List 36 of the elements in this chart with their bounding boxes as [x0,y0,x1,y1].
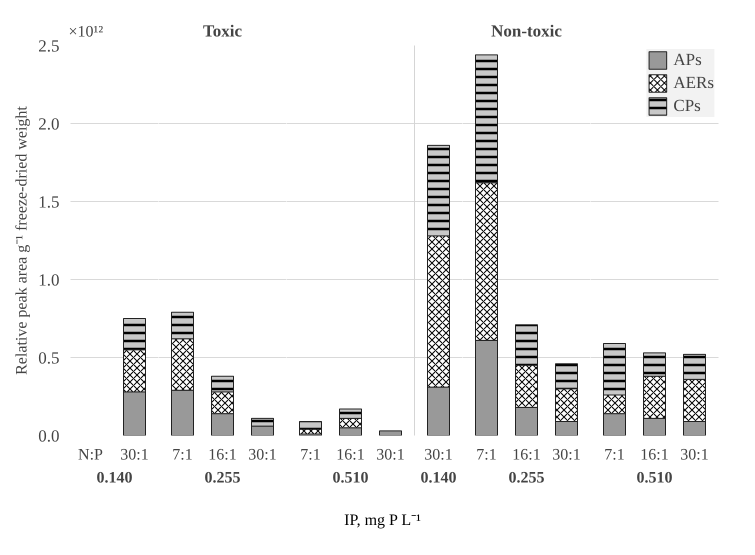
x-tick-label: 16:1 [512,446,541,464]
y-tick-label: 2.5 [38,36,60,56]
y-tick-label: 1.0 [38,270,60,290]
x-axis-title: 0.255 [508,470,544,486]
x-tick-label: 7:1 [300,446,321,464]
x-tick-label: 30:1 [120,446,149,464]
legend-label: APs [673,50,702,70]
x-axis-title: 0.255 [204,470,240,486]
x-tick-label: 30:1 [376,446,405,464]
legend-label: CPs [673,96,701,116]
x-axis-title: 0.510 [636,470,672,486]
x-tick-label: 7:1 [476,446,497,464]
chart-title: Non-toxic [491,22,562,40]
y-tick-label: 0.5 [38,348,60,368]
text: ×10¹² [68,24,104,40]
x-tick-label: 16:1 [336,446,365,464]
x-tick-label: 30:1 [424,446,453,464]
x-tick-label: 7:1 [172,446,193,464]
y-tick-label: 2.0 [38,114,60,134]
x-tick-label: 30:1 [248,446,277,464]
text: IP, mg P L⁻¹ [344,511,421,531]
x-axis-title: 0.510 [332,470,368,486]
bar [379,430,402,436]
x-tick-label: 30:1 [552,446,581,464]
x-tick-label: 30:1 [680,446,709,464]
x-axis-title: 0.140 [420,470,456,486]
y-tick-label: 1.5 [38,192,60,212]
text: N:P [78,446,104,464]
x-axis-title: 0.140 [96,470,132,486]
x-tick-label: 7:1 [604,446,625,464]
chart-title: Toxic [202,22,242,40]
legend-label: AERs [673,73,714,93]
y-axis-title: Relative peak area g⁻¹ freeze-dried weight [13,106,30,375]
x-tick-label: 16:1 [208,446,237,464]
x-tick-label: 16:1 [640,446,669,464]
y-tick-label: 0.0 [38,426,60,446]
